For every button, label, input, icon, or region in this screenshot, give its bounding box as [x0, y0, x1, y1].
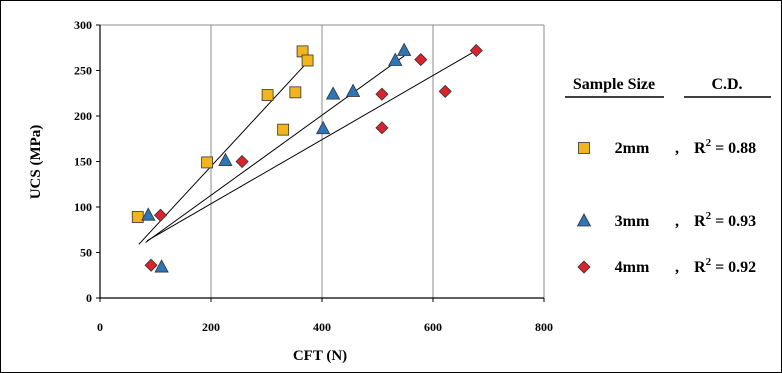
point-3mm-7	[396, 42, 412, 56]
point-2mm-3	[277, 123, 290, 136]
legend-label-4mm: 4mm	[615, 259, 650, 276]
y-tick-label-150: 150	[74, 155, 92, 169]
legend-marker-4mm	[577, 260, 591, 274]
legend: Sample Size C.D. 2mm, R2 = 0.88 3mm, R2 = 0…	[565, 76, 771, 276]
legend-separator-3mm: ,	[675, 213, 679, 230]
legend-r2-3mm: R2 = 0.93	[694, 210, 756, 230]
y-tick-label-250: 250	[74, 64, 92, 78]
y-tick-label-300: 300	[74, 18, 92, 32]
grid	[100, 24, 545, 298]
legend-label-2mm: 2mm	[615, 140, 650, 157]
legend-r2-4mm: R2 = 0.92	[694, 256, 756, 276]
point-4mm-3	[375, 87, 389, 101]
point-4mm-2	[235, 154, 249, 169]
x-tick-label-600: 600	[424, 320, 442, 334]
data-points	[131, 42, 483, 273]
legend-marker-3mm	[576, 213, 592, 227]
point-2mm-1	[201, 156, 214, 169]
point-4mm-7	[469, 43, 483, 58]
point-3mm-5	[345, 83, 361, 97]
legend-header-sample-size: Sample Size	[573, 76, 655, 93]
point-4mm-0	[144, 258, 158, 272]
point-4mm-1	[153, 208, 168, 222]
x-axis-label: CFT (N)	[293, 348, 347, 364]
point-4mm-6	[438, 84, 452, 98]
trendline-2mm	[138, 62, 307, 245]
tick-labels: 0 50 100 150 200 250 300 0 200 400 600 800	[74, 18, 553, 334]
point-4mm-5	[414, 53, 428, 67]
point-3mm-3	[315, 120, 331, 135]
point-2mm-6	[301, 54, 314, 67]
trendline-4mm	[146, 50, 477, 242]
x-tick-label-800: 800	[535, 320, 553, 334]
y-tick-label-200: 200	[74, 109, 92, 123]
legend-items: 2mm, R2 = 0.88 3mm, R2 = 0.93 4mm, R2 = 0.92	[576, 137, 756, 276]
point-2mm-2	[261, 89, 274, 101]
axes	[96, 24, 545, 302]
point-3mm-6	[388, 52, 403, 66]
y-tick-label-50: 50	[80, 246, 92, 260]
legend-marker-2mm	[578, 142, 590, 154]
point-2mm-0	[131, 211, 144, 223]
y-axis-label: UCS (MPa)	[28, 125, 44, 200]
legend-separator-2mm: ,	[675, 140, 679, 157]
point-4mm-4	[375, 121, 389, 135]
x-tick-label-400: 400	[313, 320, 331, 334]
point-3mm-2	[218, 152, 233, 166]
point-3mm-1	[154, 259, 169, 273]
legend-r2-2mm: R2 = 0.88	[694, 137, 756, 157]
trendline-3mm	[145, 55, 405, 243]
legend-separator-4mm: ,	[675, 259, 679, 276]
point-2mm-4	[289, 86, 302, 99]
point-3mm-0	[141, 207, 156, 221]
x-tick-label-0: 0	[97, 320, 103, 334]
x-tick-label-200: 200	[202, 320, 220, 334]
point-3mm-4	[325, 86, 341, 100]
y-tick-label-100: 100	[74, 200, 92, 214]
trendlines	[138, 50, 477, 245]
y-tick-label-0: 0	[86, 291, 92, 305]
legend-label-3mm: 3mm	[615, 213, 650, 230]
legend-header-cd: C.D.	[711, 76, 742, 93]
